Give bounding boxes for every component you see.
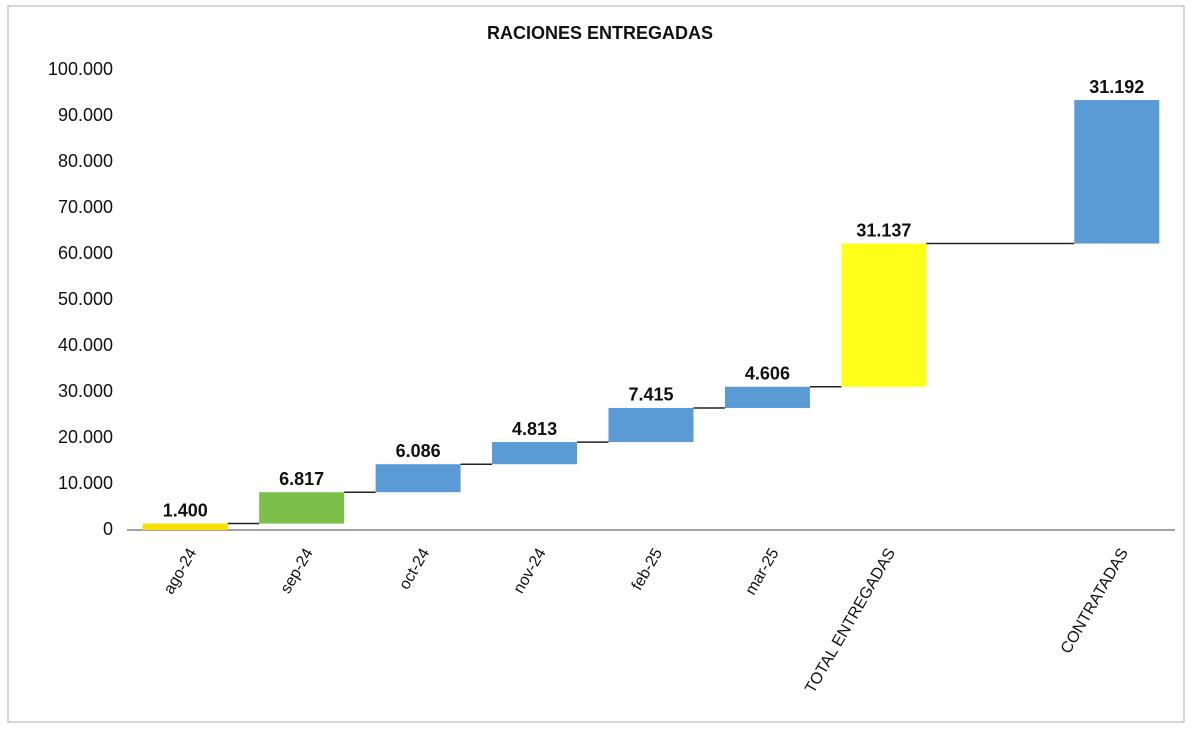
data-label: 4.606 bbox=[745, 364, 790, 384]
chart-title: RACIONES ENTREGADAS bbox=[487, 23, 713, 43]
data-label: 7.415 bbox=[628, 385, 673, 405]
bar bbox=[608, 407, 694, 443]
y-tick-label: 60.000 bbox=[58, 243, 113, 263]
bar bbox=[375, 464, 461, 493]
chart-border bbox=[7, 5, 1185, 723]
data-label: 31.137 bbox=[856, 220, 911, 240]
bar bbox=[841, 243, 927, 387]
y-tick-label: 30.000 bbox=[58, 381, 113, 401]
x-tick-label: mar-25 bbox=[742, 546, 782, 598]
y-tick-label: 50.000 bbox=[58, 289, 113, 309]
data-label: 6.086 bbox=[396, 441, 441, 461]
data-label: 31.192 bbox=[1089, 77, 1144, 97]
bar bbox=[492, 442, 578, 465]
y-tick-label: 20.000 bbox=[58, 427, 113, 447]
data-label: 6.817 bbox=[279, 469, 324, 489]
data-label: 1.400 bbox=[163, 500, 208, 520]
y-tick-label: 80.000 bbox=[58, 151, 113, 171]
x-tick-label: feb-25 bbox=[629, 546, 666, 594]
y-tick-label: 10.000 bbox=[58, 473, 113, 493]
bar bbox=[1074, 100, 1160, 244]
data-label: 4.813 bbox=[512, 419, 557, 439]
y-tick-label: 0 bbox=[103, 519, 113, 539]
bar bbox=[142, 523, 228, 530]
bar bbox=[724, 386, 810, 408]
y-tick-label: 100.000 bbox=[48, 59, 113, 79]
y-tick-label: 90.000 bbox=[58, 105, 113, 125]
x-tick-label: CONTRATADAS bbox=[1058, 546, 1132, 657]
x-tick-label: ago-24 bbox=[161, 546, 201, 598]
x-tick-label: oct-24 bbox=[396, 546, 433, 593]
x-tick-label: nov-24 bbox=[510, 546, 549, 597]
x-tick-label: TOTAL ENTREGADAS bbox=[802, 546, 899, 697]
y-tick-label: 70.000 bbox=[58, 197, 113, 217]
x-tick-label: sep-24 bbox=[278, 546, 317, 597]
y-tick-label: 40.000 bbox=[58, 335, 113, 355]
bar bbox=[259, 492, 345, 524]
